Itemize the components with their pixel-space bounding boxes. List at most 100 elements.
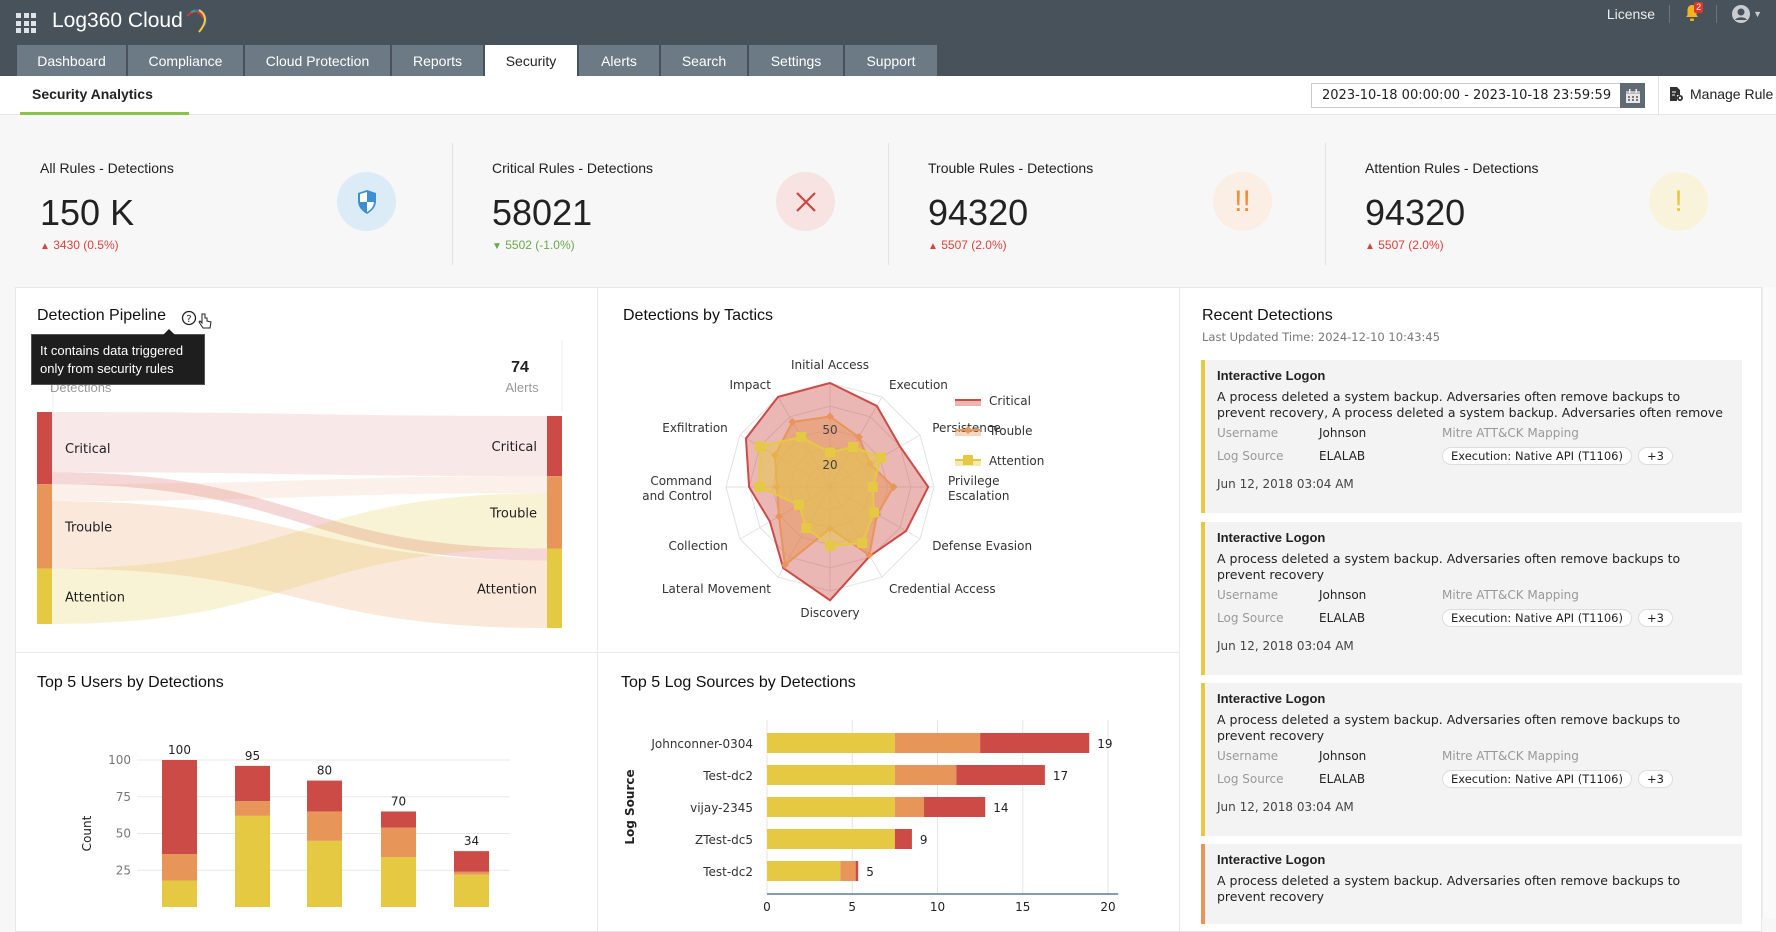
pipeline-flow (52, 412, 547, 477)
tab-compliance[interactable]: Compliance (128, 45, 243, 76)
manage-rule-button[interactable]: Manage Rule (1668, 86, 1773, 102)
bar-data-label: 70 (391, 794, 406, 808)
kpi-delta: ▲ 5507 (2.0%) (928, 238, 1007, 252)
detection-title: Interactive Logon (1217, 691, 1326, 706)
top-bar: Log360 Cloud License 2 ▼ Dashboard Compl… (0, 0, 1776, 76)
bar-data-label: 100 (168, 743, 191, 757)
top-log-sources-title: Top 5 Log Sources by Detections (621, 674, 856, 691)
detection-description: A process deleted a system backup. Adver… (1217, 873, 1681, 904)
radar-point (857, 538, 868, 549)
help-icon[interactable]: ? (181, 310, 197, 326)
detection-card[interactable]: Interactive Logon A process deleted a sy… (1201, 683, 1742, 836)
radar-point (754, 482, 765, 492)
kpi-title: Attention Rules - Detections (1365, 160, 1539, 176)
pipeline-node-right (547, 416, 562, 477)
bar-segment-critical (923, 797, 986, 817)
tab-dashboard[interactable]: Dashboard (17, 45, 126, 76)
mitre-label: Mitre ATT&CK Mapping (1442, 587, 1579, 602)
triangle-up-icon: ▲ (1365, 241, 1375, 252)
kpi-delta: ▲ 5507 (2.0%) (1365, 238, 1444, 252)
pipeline-node-left (37, 412, 52, 485)
legend-label: Attention (989, 454, 1044, 468)
bar-segment-attention (162, 880, 197, 907)
tab-support[interactable]: Support (845, 45, 937, 76)
kpi-card[interactable]: Trouble Rules - Detections 94320 ▲ 5507 … (888, 130, 1324, 280)
detections-by-tactics-panel (597, 287, 1180, 653)
tab-settings[interactable]: Settings (749, 45, 843, 76)
kpi-delta-value: 3430 (0.5%) (53, 238, 119, 252)
hand-cursor-icon (198, 313, 212, 329)
radar-axis-label: Initial Access (791, 358, 869, 372)
bar-segment-critical (307, 780, 342, 812)
kpi-delta: ▼ 5502 (-1.0%) (492, 238, 575, 252)
tooltip-line: It contains data triggered (40, 343, 184, 358)
scrollbar[interactable] (1762, 287, 1776, 918)
legend-label: Trouble (988, 424, 1033, 438)
sub-header: Security Analytics 2023-10-18 00:00:00 -… (0, 76, 1776, 115)
radar-point (867, 482, 878, 492)
user-menu[interactable]: ▼ (1731, 4, 1762, 24)
detection-time: Jun 12, 2018 03:04 AM (1217, 800, 1354, 814)
radar-axis-label: Defense Evasion (932, 539, 1032, 553)
tab-alerts[interactable]: Alerts (579, 45, 659, 76)
pipeline-node-label: Critical (492, 440, 537, 455)
kpi-card[interactable]: Critical Rules - Detections 58021 ▼ 5502… (452, 130, 888, 280)
tab-security[interactable]: Security (485, 45, 577, 76)
pipeline-node-label: Critical (65, 442, 110, 457)
kpi-card[interactable]: All Rules - Detections 150 K ▲ 3430 (0.5… (0, 130, 436, 280)
more-tags-button[interactable]: +3 (1637, 769, 1673, 788)
triangle-up-icon: ▲ (40, 241, 50, 252)
category-label: Test-dc2 (702, 865, 753, 879)
x-icon (776, 172, 835, 231)
x-tick-label: 0 (763, 900, 771, 914)
radar-point (780, 561, 789, 570)
bar-segment-critical (894, 829, 912, 849)
mitre-tag[interactable]: Execution: Native API (T1106) (1442, 446, 1632, 465)
bar-data-label: 34 (464, 834, 479, 848)
triangle-up-icon: ▲ (928, 241, 938, 252)
pipeline-node-label: Attention (477, 582, 537, 597)
radar-axis-label: Privilege Escalation (948, 474, 1009, 503)
log-source-value: ELALAB (1319, 610, 1366, 625)
bar-data-label: 14 (993, 801, 1008, 815)
radar-point (825, 540, 835, 551)
username-value: Johnson (1319, 587, 1367, 602)
mitre-tag[interactable]: Execution: Native API (T1106) (1442, 608, 1632, 627)
radar-point (754, 441, 765, 452)
app-grid-icon[interactable] (16, 13, 36, 33)
logo[interactable]: Log360 Cloud (52, 8, 209, 34)
legend-marker (963, 455, 973, 465)
category-label: vijay-2345 (690, 801, 753, 815)
more-tags-button[interactable]: +3 (1637, 446, 1673, 465)
bar-data-label: 19 (1097, 737, 1112, 751)
top-users-panel (15, 652, 598, 932)
kpi-value: 150 K (40, 192, 135, 233)
tab-cloud-protection[interactable]: Cloud Protection (245, 45, 390, 76)
kpi-title: All Rules - Detections (40, 160, 174, 176)
pipeline-sankey: Critical Critical Trouble Trouble Attention A… (37, 340, 563, 628)
y-tick-label: 100 (108, 753, 131, 767)
tab-reports[interactable]: Reports (392, 45, 483, 76)
kpi-card[interactable]: Attention Rules - Detections 94320 ▲ 550… (1325, 130, 1761, 280)
mitre-tag[interactable]: Execution: Native API (T1106) (1442, 769, 1632, 788)
divider (1716, 5, 1718, 23)
date-range-input[interactable]: 2023-10-18 00:00:00 - 2023-10-18 23:59:5… (1311, 83, 1621, 108)
calendar-icon (1625, 88, 1640, 103)
detection-card[interactable]: Interactive Logon A process deleted a sy… (1201, 844, 1742, 924)
calendar-button[interactable] (1620, 83, 1645, 108)
license-link[interactable]: License (1606, 6, 1656, 22)
tactics-title: Detections by Tactics (623, 307, 773, 324)
tab-security-analytics[interactable]: Security Analytics (20, 76, 189, 115)
y-tick-label: 50 (116, 827, 131, 841)
more-tags-button[interactable]: +3 (1637, 608, 1673, 627)
tab-search[interactable]: Search (661, 45, 747, 76)
exclamation-icon: ! (1649, 172, 1708, 231)
mitre-label: Mitre ATT&CK Mapping (1442, 748, 1579, 763)
log-source-label: Log Source (1217, 448, 1284, 463)
detection-card[interactable]: Interactive Logon A process deleted a sy… (1201, 360, 1742, 513)
log-source-value: ELALAB (1319, 448, 1366, 463)
notifications-button[interactable]: 2 (1684, 2, 1704, 24)
radar-point (865, 551, 874, 560)
detection-card[interactable]: Interactive Logon A process deleted a sy… (1201, 522, 1742, 675)
top-log-sources-panel (597, 652, 1180, 932)
